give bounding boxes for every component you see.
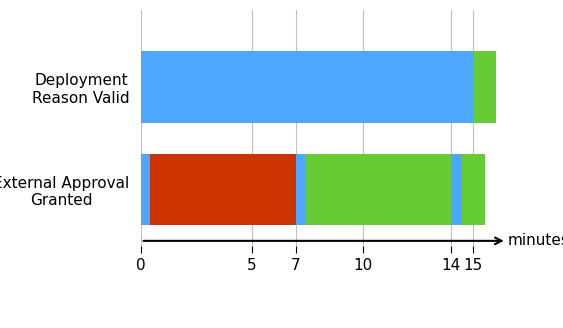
Text: minutes: minutes xyxy=(508,233,563,248)
Bar xyxy=(150,154,296,225)
Bar xyxy=(452,154,462,225)
Bar xyxy=(305,154,452,225)
Bar xyxy=(462,154,485,225)
Bar xyxy=(296,154,305,225)
Bar xyxy=(141,51,473,123)
Bar xyxy=(473,51,495,123)
Bar xyxy=(141,154,150,225)
